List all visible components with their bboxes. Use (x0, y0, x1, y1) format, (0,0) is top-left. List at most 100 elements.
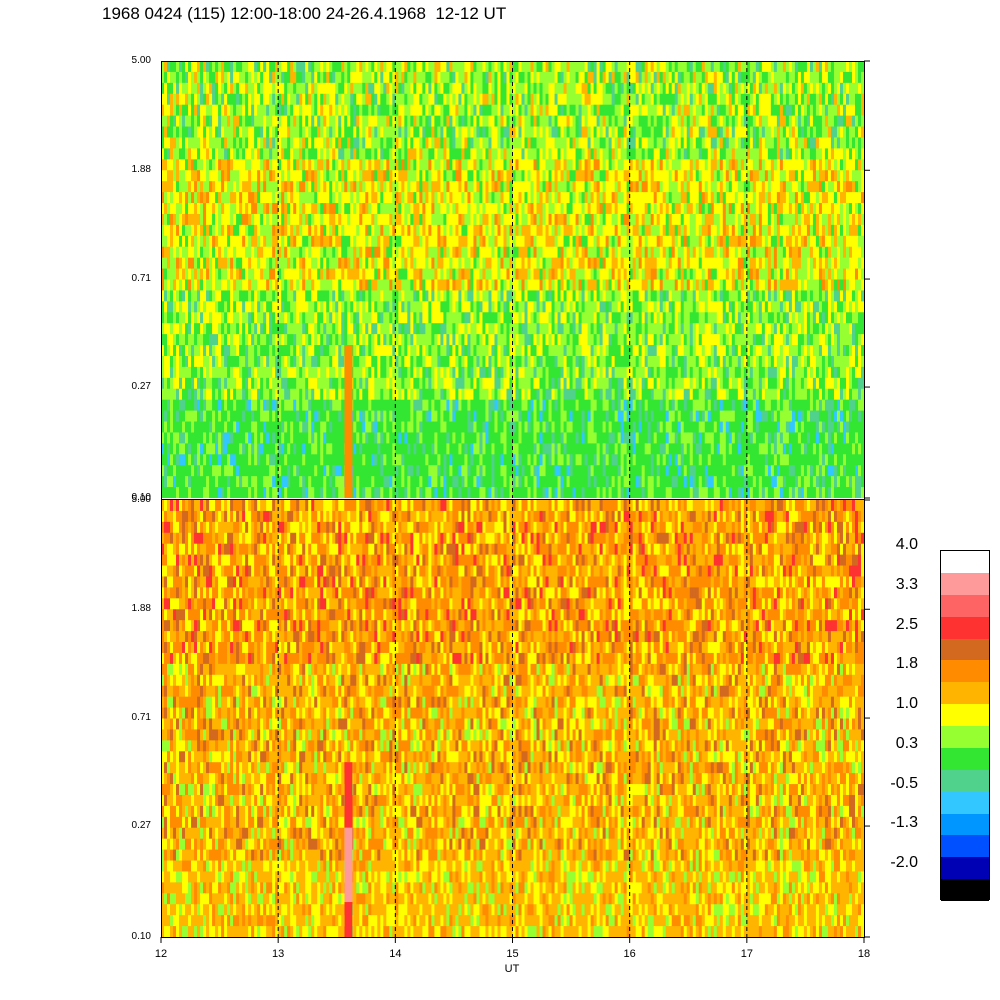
upper-spectrogram-cell (422, 213, 426, 226)
upper-spectrogram-cell (212, 126, 216, 138)
upper-spectrogram-cell (236, 203, 240, 215)
upper-spectrogram-cell (512, 301, 516, 313)
upper-spectrogram-cell (410, 334, 414, 346)
upper-spectrogram-cell (338, 213, 342, 226)
upper-spectrogram-cell (407, 421, 411, 433)
upper-spectrogram-cell (338, 279, 342, 291)
upper-spectrogram-cell (500, 377, 504, 390)
upper-spectrogram-cell (455, 290, 459, 302)
upper-spectrogram-cell (356, 323, 360, 335)
upper-spectrogram-cell (356, 257, 360, 269)
upper-spectrogram-cell (326, 345, 330, 357)
upper-spectrogram-cell (374, 192, 378, 204)
upper-spectrogram-cell (218, 377, 222, 390)
upper-spectrogram-cell (320, 61, 324, 73)
upper-spectrogram-cell (362, 246, 366, 259)
upper-spectrogram-cell (251, 290, 255, 302)
upper-spectrogram-cell (500, 355, 504, 368)
upper-spectrogram-cell (431, 71, 435, 84)
upper-spectrogram-cell (176, 93, 180, 106)
upper-spectrogram-cell (221, 399, 225, 412)
upper-spectrogram-cell (416, 82, 420, 95)
upper-spectrogram-cell (194, 279, 198, 291)
upper-spectrogram-cell (254, 235, 258, 248)
upper-spectrogram-cell (437, 246, 441, 259)
upper-spectrogram-cell (311, 170, 315, 182)
upper-spectrogram-cell (458, 410, 462, 422)
upper-spectrogram-cell (221, 192, 225, 204)
upper-spectrogram-cell (185, 268, 189, 280)
upper-spectrogram-cell (422, 246, 426, 259)
upper-spectrogram-cell (293, 443, 297, 455)
upper-spectrogram-cell (533, 213, 537, 226)
upper-spectrogram-cell (221, 159, 225, 171)
upper-spectrogram-cell (167, 345, 171, 357)
upper-spectrogram-cell (425, 71, 429, 84)
upper-spectrogram-cell (353, 421, 357, 433)
upper-spectrogram-cell (203, 213, 207, 226)
upper-spectrogram-cell (197, 487, 201, 498)
upper-spectrogram-cell (161, 61, 165, 73)
upper-spectrogram-cell (449, 432, 453, 444)
upper-spectrogram-cell (455, 181, 459, 193)
upper-spectrogram-cell (284, 355, 288, 368)
upper-spectrogram-cell (488, 345, 492, 357)
upper-spectrogram-cell (473, 71, 477, 84)
upper-spectrogram-cell (533, 432, 537, 444)
upper-spectrogram-cell (377, 203, 381, 215)
upper-spectrogram-cell (533, 257, 537, 269)
upper-spectrogram-cell (272, 268, 276, 280)
upper-spectrogram-cell (515, 443, 519, 455)
upper-spectrogram-cell (248, 301, 252, 313)
upper-spectrogram-cell (305, 61, 309, 73)
upper-spectrogram-cell (407, 93, 411, 106)
upper-spectrogram-cell (452, 137, 456, 149)
upper-spectrogram-cell (380, 126, 384, 138)
upper-spectrogram-cell (419, 301, 423, 313)
upper-spectrogram-cell (518, 170, 522, 182)
upper-spectrogram-cell (518, 268, 522, 280)
upper-spectrogram-cell (302, 279, 306, 291)
upper-spectrogram-cell (224, 388, 228, 401)
upper-spectrogram-cell (323, 148, 327, 160)
upper-spectrogram-cell (293, 465, 297, 477)
upper-spectrogram-cell (479, 61, 483, 73)
upper-spectrogram-cell (173, 82, 177, 95)
upper-spectrogram-cell (248, 203, 252, 215)
upper-spectrogram-cell (434, 454, 438, 466)
upper-spectrogram-cell (329, 268, 333, 280)
upper-spectrogram-cell (398, 203, 402, 215)
upper-spectrogram-cell (194, 312, 198, 324)
upper-spectrogram-cell (518, 181, 522, 193)
upper-spectrogram-cell (197, 268, 201, 280)
upper-spectrogram-cell (410, 93, 414, 106)
upper-spectrogram-cell (332, 345, 336, 357)
upper-spectrogram-cell (281, 61, 285, 73)
upper-spectrogram-cell (527, 115, 531, 127)
upper-spectrogram-cell (440, 421, 444, 433)
upper-spectrogram-cell (332, 159, 336, 171)
upper-spectrogram-cell (524, 104, 528, 117)
upper-spectrogram-cell (251, 487, 255, 498)
upper-spectrogram-cell (332, 170, 336, 182)
upper-spectrogram-cell (470, 126, 474, 138)
upper-spectrogram-cell (491, 148, 495, 160)
upper-spectrogram-cell (314, 487, 318, 498)
upper-spectrogram-cell (344, 126, 348, 138)
upper-spectrogram-cell (188, 257, 192, 269)
upper-spectrogram-cell (230, 410, 234, 422)
upper-spectrogram-cell (164, 71, 168, 84)
upper-spectrogram-cell (353, 345, 357, 357)
upper-spectrogram-cell (239, 345, 243, 357)
upper-spectrogram-cell (323, 104, 327, 117)
upper-spectrogram-cell (302, 465, 306, 477)
upper-spectrogram-cell (443, 290, 447, 302)
upper-spectrogram-cell (314, 224, 318, 237)
upper-spectrogram-cell (386, 213, 390, 226)
upper-spectrogram-cell (491, 224, 495, 237)
upper-spectrogram-cell (317, 290, 321, 302)
upper-spectrogram-cell (293, 377, 297, 390)
upper-spectrogram-cell (182, 235, 186, 248)
upper-spectrogram-cell (500, 235, 504, 248)
upper-spectrogram-cell (527, 213, 531, 226)
